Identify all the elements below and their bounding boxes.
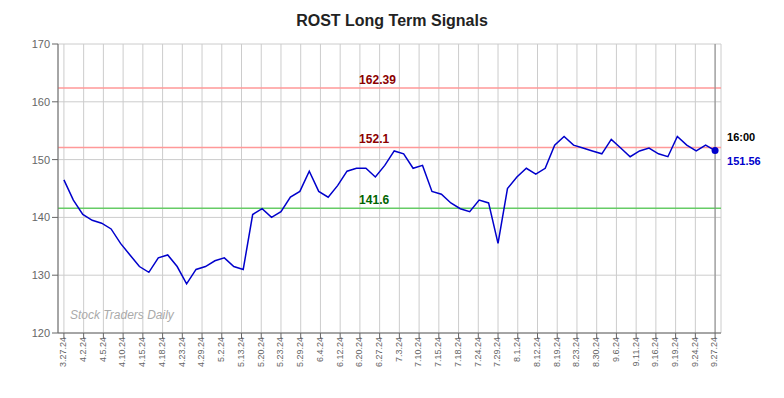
svg-text:5.2.24: 5.2.24 [216, 337, 226, 362]
svg-text:5.23.24: 5.23.24 [275, 337, 285, 367]
svg-text:8.23.24: 8.23.24 [571, 337, 581, 367]
svg-text:5.13.24: 5.13.24 [236, 337, 246, 367]
svg-text:4.18.24: 4.18.24 [157, 337, 167, 367]
svg-text:4.10.24: 4.10.24 [118, 337, 128, 367]
svg-text:9.11.24: 9.11.24 [631, 337, 641, 366]
svg-text:7.24.24: 7.24.24 [473, 337, 483, 367]
svg-text:8.12.24: 8.12.24 [532, 337, 542, 367]
svg-text:9.27.24: 9.27.24 [709, 337, 719, 367]
svg-text:151.56: 151.56 [727, 155, 761, 167]
svg-text:4.23.24: 4.23.24 [177, 337, 187, 367]
html-text:ROST Long Term Signals: ROST Long Term Signals [296, 12, 488, 29]
svg-text:8.19.24: 8.19.24 [552, 337, 562, 367]
svg-text:7.18.24: 7.18.24 [453, 337, 463, 367]
svg-text:9.19.24: 9.19.24 [670, 337, 680, 367]
svg-text:4.15.24: 4.15.24 [137, 337, 147, 367]
svg-text:170: 170 [32, 38, 50, 50]
svg-text:7.10.24: 7.10.24 [413, 337, 423, 367]
svg-text:4.29.24: 4.29.24 [196, 337, 206, 367]
svg-text:5.20.24: 5.20.24 [256, 337, 266, 367]
svg-text:130: 130 [32, 269, 50, 281]
svg-text:16:00: 16:00 [727, 131, 755, 143]
svg-text:162.39: 162.39 [359, 73, 396, 87]
svg-text:9.24.24: 9.24.24 [690, 337, 700, 367]
svg-text:4.2.24: 4.2.24 [78, 337, 88, 362]
svg-text:9.16.24: 9.16.24 [650, 337, 660, 367]
svg-text:152.1: 152.1 [359, 132, 389, 146]
svg-text:8.30.24: 8.30.24 [591, 337, 601, 367]
svg-text:6.27.24: 6.27.24 [374, 337, 384, 367]
svg-text:140: 140 [32, 211, 50, 223]
svg-text:6.12.24: 6.12.24 [335, 337, 345, 367]
svg-text:120: 120 [32, 327, 50, 339]
svg-text:7.15.24: 7.15.24 [433, 337, 443, 367]
svg-text:150: 150 [32, 154, 50, 166]
svg-text:3.27.24: 3.27.24 [58, 337, 68, 367]
svg-text:160: 160 [32, 96, 50, 108]
svg-text:9.6.24: 9.6.24 [611, 337, 621, 362]
svg-text:5.29.24: 5.29.24 [295, 337, 305, 367]
svg-text:8.1.24: 8.1.24 [512, 337, 522, 362]
svg-text:7.29.24: 7.29.24 [492, 337, 502, 367]
svg-text:6.4.24: 6.4.24 [315, 337, 325, 362]
svg-text:6.20.24: 6.20.24 [354, 337, 364, 367]
svg-text:Stock Traders Daily: Stock Traders Daily [70, 308, 175, 322]
svg-text:141.6: 141.6 [359, 193, 389, 207]
svg-text:7.3.24: 7.3.24 [394, 337, 404, 362]
svg-text:4.5.24: 4.5.24 [98, 337, 108, 362]
